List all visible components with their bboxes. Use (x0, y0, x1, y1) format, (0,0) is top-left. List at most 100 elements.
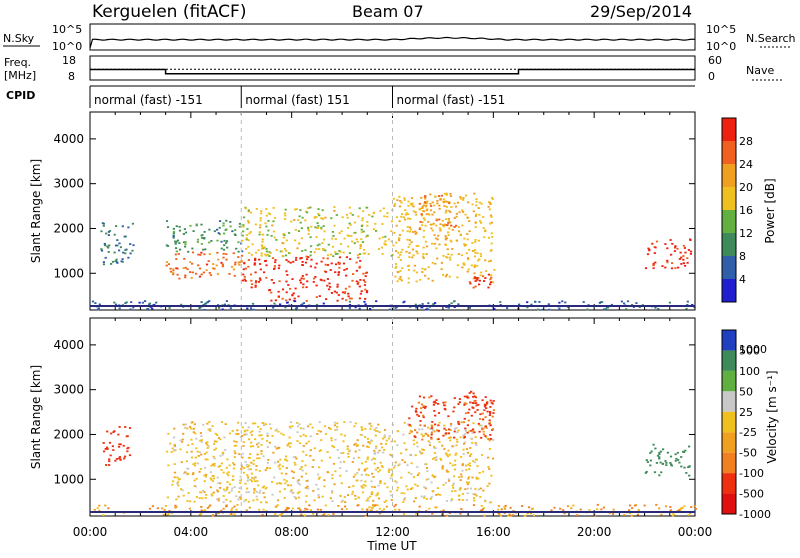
power-cell (409, 202, 412, 205)
velocity-cell (249, 445, 252, 448)
power-cell (431, 223, 434, 226)
power-cell (242, 224, 245, 226)
velocity-cell (383, 501, 386, 503)
power-cell (359, 247, 362, 250)
velocity-cell (694, 508, 697, 510)
power-cell (428, 213, 431, 216)
velocity-cell (356, 444, 359, 447)
velocity-cell (354, 442, 357, 445)
power-cell (424, 205, 428, 208)
power-cell (274, 299, 277, 302)
velocity-cell (483, 409, 486, 412)
velocity-cell (206, 422, 209, 425)
power-cell (363, 248, 366, 251)
velocity-cell (476, 465, 479, 467)
velocity-cell (444, 401, 447, 404)
velocity-cell (349, 421, 352, 423)
power-cell (322, 302, 325, 305)
velocity-cell (163, 509, 166, 511)
velocity-cell (222, 451, 225, 454)
velocity-cell (346, 448, 349, 450)
power-cell (499, 304, 502, 306)
velocity-cell (467, 463, 470, 466)
power-cell (351, 279, 354, 282)
power-cell (190, 277, 193, 279)
power-cell (483, 280, 486, 282)
velocity-cell (572, 504, 575, 507)
velocity-cell (224, 489, 227, 492)
velocity-cell (403, 442, 406, 445)
velocity-cell (191, 421, 194, 423)
power-cell (441, 274, 445, 276)
power-cell (399, 270, 402, 272)
power-cell (432, 303, 435, 305)
power-cell (178, 277, 181, 280)
power-cell (422, 257, 425, 259)
velocity-cell (362, 444, 365, 447)
power-cell (424, 196, 427, 198)
power-cell (407, 269, 411, 271)
velocity-cell (293, 461, 296, 464)
velocity-cell (216, 434, 219, 436)
velocity-cell (387, 471, 390, 473)
velocity-cell (307, 487, 310, 490)
velocity-cell (448, 453, 451, 456)
power-cell (482, 227, 485, 229)
power-cell (582, 301, 585, 303)
power-cell (485, 270, 488, 272)
velocity-cell (173, 427, 176, 430)
velocity-cell (414, 436, 417, 439)
power-cell (526, 301, 529, 304)
power-cell (335, 291, 338, 294)
velocity-cell (303, 514, 307, 517)
power-cell (427, 277, 430, 280)
velocity-cell (453, 468, 456, 471)
velocity-cell (457, 423, 461, 425)
power-cell (189, 224, 192, 227)
velocity-cell (268, 423, 272, 426)
velocity-cell (262, 492, 265, 494)
velocity-cell (128, 454, 132, 457)
velocity-cell (405, 448, 408, 451)
power-cell (107, 231, 110, 233)
velocity-cell (230, 513, 233, 515)
power-cell (671, 242, 674, 245)
velocity-cell (467, 476, 471, 478)
velocity-cell (442, 483, 445, 486)
power-cell (199, 306, 202, 309)
velocity-cell (371, 485, 374, 488)
velocity-cell (215, 440, 218, 443)
velocity-cell (367, 499, 370, 502)
velocity-cell (181, 489, 184, 492)
velocity-cell (226, 486, 229, 489)
velocity-cell (339, 474, 342, 477)
velocity-cell (486, 401, 489, 403)
power-cell (393, 232, 396, 234)
velocity-cell (690, 506, 693, 508)
power-cell (483, 236, 486, 239)
noise-tick-bottom: 10^0 (52, 40, 82, 53)
velocity-cell (193, 464, 196, 467)
velocity-cell (263, 423, 266, 426)
power-cell (381, 236, 384, 239)
power-cell (265, 276, 268, 279)
power-cell (422, 204, 425, 207)
velocity-cell (329, 497, 332, 500)
velocity-cell (113, 430, 116, 432)
power-cell (418, 226, 422, 229)
velocity-cell (457, 403, 460, 405)
velocity-cell (488, 421, 491, 424)
power-cell (305, 286, 308, 289)
power-cell (449, 256, 452, 259)
power-cell (489, 281, 493, 284)
velocity-cell (241, 452, 244, 455)
power-cell (354, 231, 357, 234)
velocity-cell (244, 499, 247, 501)
power-cell (362, 230, 365, 233)
power-cell (432, 222, 435, 225)
power-cell (106, 245, 109, 248)
power-cell (686, 300, 689, 303)
power-cell (141, 301, 144, 304)
velocity-cell (334, 470, 337, 473)
velocity-cell (383, 434, 386, 437)
